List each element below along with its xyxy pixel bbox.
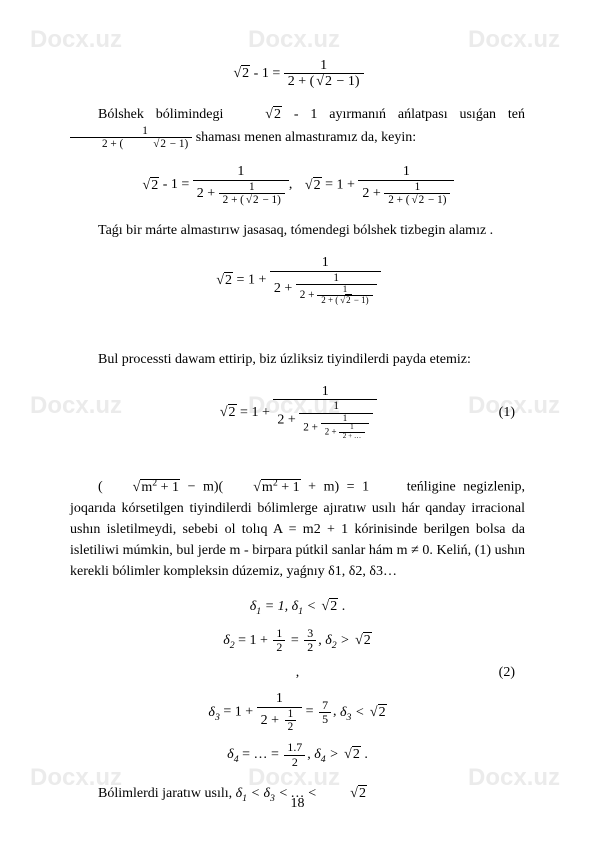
paragraph-3: Bul processti dawam ettirip, biz úzliksi…	[70, 349, 525, 370]
paragraph-2: Taǵı bir márte almastırıw jasasaq, tómen…	[70, 220, 525, 241]
watermark: Docx.uz	[30, 22, 122, 58]
p1-a: Bólshek bólimindegi	[98, 107, 235, 122]
equation-number-2: (2)	[499, 662, 515, 683]
equation-triple-nest: 2 = 1 + 1 2 + 1 2 + 1 2 + (2 − 1)	[70, 255, 525, 305]
delta-1: δ1 = 1, δ1 < 2 .	[70, 596, 525, 619]
equation-sqrt2-minus-1: 2 - 1 = 1 2 + (2 − 1)	[70, 58, 525, 90]
delta-4: δ4 = … = 1.72, δ4 > 2 .	[70, 741, 525, 768]
watermark: Docx.uz	[468, 22, 560, 58]
delta-3: δ3 = 1 + 1 2 + 12 = 75, δ3 < 2	[70, 691, 525, 733]
equation-1: 2 = 1 + 1 2 + 1 2 + 1 2 + 1 2 + …	[70, 384, 525, 441]
equation-number-1: (1)	[499, 402, 515, 423]
equation-2-marker: , (2)	[70, 662, 525, 683]
p1-c: shaması menen almastıramız da, keyin:	[196, 130, 416, 145]
equation-pair: 2 - 1 = 1 2 + 1 2 + (2 − 1) , 2 = 1 + 1 …	[70, 164, 525, 206]
page-number: 18	[0, 793, 595, 814]
paragraph-4: (m2 + 1 − m)(m2 + 1 + m) = 1 teńligine n…	[70, 476, 525, 582]
watermark: Docx.uz	[248, 22, 340, 58]
comma: ,	[296, 665, 300, 680]
paragraph-1: Bólshek bólimindegi 2 - 1 ayırmanıń ańla…	[70, 104, 525, 151]
delta-2: δ2 = 1 + 12 = 32, δ2 > 2	[70, 627, 525, 654]
p1-b: - 1 ayırmanıń ańlatpası usıǵan teń	[294, 107, 525, 122]
